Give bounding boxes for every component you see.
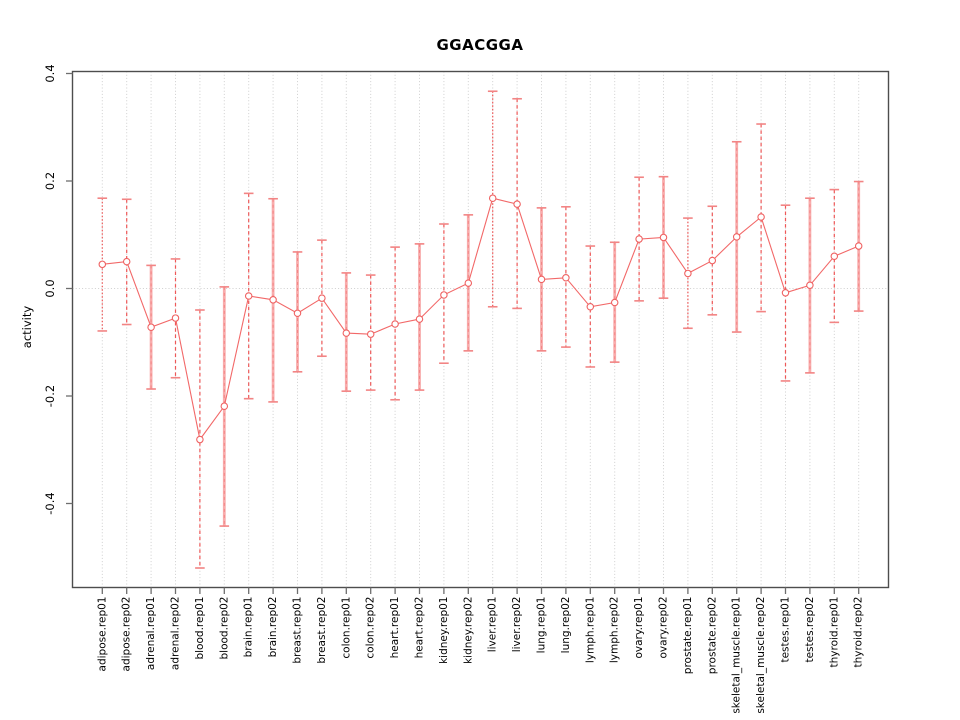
data-point bbox=[659, 233, 668, 242]
svg-text:colon.rep02: colon.rep02 bbox=[365, 597, 377, 659]
data-point bbox=[537, 275, 546, 284]
axis-ticks bbox=[66, 72, 860, 594]
data-point bbox=[562, 273, 570, 282]
svg-text:blood.rep01: blood.rep01 bbox=[194, 597, 206, 660]
data-point bbox=[513, 200, 521, 208]
data-point bbox=[781, 289, 790, 297]
svg-text:brain.rep02: brain.rep02 bbox=[267, 597, 279, 658]
data-point bbox=[757, 213, 765, 221]
svg-text:kidney.rep02: kidney.rep02 bbox=[462, 597, 474, 664]
svg-text:prostate.rep01: prostate.rep01 bbox=[682, 597, 694, 675]
svg-text:0.0: 0.0 bbox=[43, 279, 57, 297]
svg-text:skeletal_muscle.rep02: skeletal_muscle.rep02 bbox=[755, 597, 767, 714]
svg-text:testes.rep01: testes.rep01 bbox=[780, 597, 792, 663]
data-point bbox=[342, 329, 351, 337]
svg-text:kidney.rep01: kidney.rep01 bbox=[438, 597, 450, 664]
x-axis-labels: adipose.rep01 adipose.rep02 adrenal.rep01 a… bbox=[96, 597, 864, 714]
data-point bbox=[415, 315, 424, 323]
svg-text:ovary.rep01: ovary.rep01 bbox=[633, 597, 645, 659]
data-point bbox=[366, 330, 375, 338]
data-point bbox=[635, 235, 643, 243]
svg-text:brain.rep01: brain.rep01 bbox=[243, 597, 255, 658]
y-axis-tick-labels: -0.4 -0.2 0.0 0.2 0.4 bbox=[43, 64, 57, 514]
svg-text:-0.4: -0.4 bbox=[43, 492, 57, 514]
svg-text:liver.rep02: liver.rep02 bbox=[511, 597, 523, 653]
svg-text:skeletal_muscle.rep01: skeletal_muscle.rep01 bbox=[731, 597, 743, 714]
svg-text:prostate.rep02: prostate.rep02 bbox=[706, 597, 718, 675]
data-point bbox=[98, 260, 107, 269]
svg-text:0.4: 0.4 bbox=[43, 64, 57, 82]
svg-text:breast.rep01: breast.rep01 bbox=[292, 597, 304, 664]
svg-text:lung.rep01: lung.rep01 bbox=[536, 597, 548, 654]
svg-text:liver.rep01: liver.rep01 bbox=[487, 597, 499, 653]
svg-text:ovary.rep02: ovary.rep02 bbox=[658, 597, 670, 659]
data-point bbox=[464, 279, 473, 287]
data-points bbox=[98, 194, 863, 444]
svg-text:heart.rep01: heart.rep01 bbox=[389, 597, 401, 659]
data-point bbox=[269, 296, 277, 304]
data-point bbox=[684, 269, 692, 278]
data-point bbox=[244, 292, 253, 300]
data-point bbox=[708, 256, 717, 265]
data-point bbox=[391, 320, 399, 328]
svg-text:testes.rep02: testes.rep02 bbox=[804, 597, 816, 663]
svg-text:adipose.rep01: adipose.rep01 bbox=[96, 597, 108, 672]
svg-text:heart.rep02: heart.rep02 bbox=[414, 597, 426, 659]
svg-text:adrenal.rep01: adrenal.rep01 bbox=[145, 597, 157, 671]
gridlines bbox=[72, 71, 889, 588]
svg-text:-0.2: -0.2 bbox=[43, 385, 57, 407]
data-point bbox=[440, 291, 448, 299]
series-line bbox=[102, 197, 859, 441]
data-point bbox=[586, 303, 595, 311]
data-point bbox=[732, 233, 741, 241]
svg-text:adipose.rep02: adipose.rep02 bbox=[121, 597, 133, 672]
data-point bbox=[220, 402, 229, 410]
plot-frame bbox=[71, 70, 890, 589]
data-point bbox=[830, 252, 839, 261]
error-bars bbox=[97, 90, 864, 569]
data-point bbox=[122, 257, 131, 266]
svg-text:adrenal.rep02: adrenal.rep02 bbox=[170, 597, 182, 671]
svg-text:thyroid.rep01: thyroid.rep01 bbox=[828, 597, 840, 668]
data-point bbox=[806, 281, 814, 290]
svg-text:breast.rep02: breast.rep02 bbox=[316, 597, 328, 664]
data-point bbox=[610, 298, 619, 307]
data-point bbox=[196, 435, 204, 444]
svg-text:lung.rep02: lung.rep02 bbox=[560, 597, 572, 654]
data-point bbox=[854, 242, 863, 250]
svg-text:thyroid.rep02: thyroid.rep02 bbox=[853, 597, 865, 668]
chart-title: GGACGGA bbox=[436, 36, 524, 54]
svg-text:lymph.rep01: lymph.rep01 bbox=[584, 597, 596, 664]
data-point bbox=[171, 314, 180, 322]
data-point bbox=[147, 323, 155, 331]
data-point bbox=[488, 194, 497, 202]
data-point bbox=[293, 309, 302, 317]
svg-text:lymph.rep02: lymph.rep02 bbox=[609, 597, 621, 664]
svg-text:blood.rep02: blood.rep02 bbox=[218, 597, 230, 660]
svg-text:0.2: 0.2 bbox=[43, 172, 57, 190]
svg-text:colon.rep01: colon.rep01 bbox=[340, 597, 352, 659]
data-point bbox=[318, 294, 326, 302]
